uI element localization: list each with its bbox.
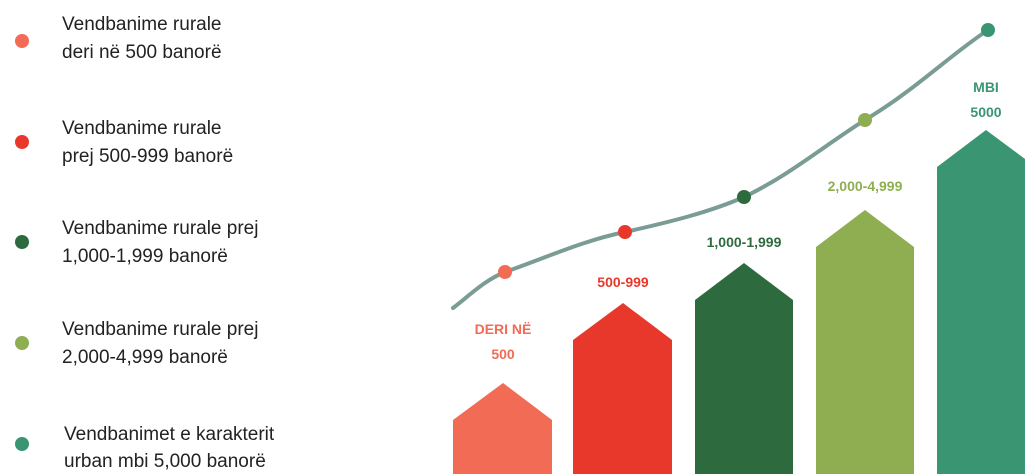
legend-dot (15, 235, 29, 249)
curve-dot (981, 23, 995, 37)
arrow (937, 130, 1025, 474)
arrow (453, 383, 552, 474)
curve-dot (858, 113, 872, 127)
legend-text: Vendbanime rurale (62, 118, 222, 139)
curve-dot (737, 190, 751, 204)
legend-text: Vendbanime rurale (62, 14, 222, 35)
legend-text: urban mbi 5,000 banorë (64, 451, 266, 472)
column-label: 500 (491, 346, 515, 362)
legend-text: Vendbanimet e karakterit (64, 424, 275, 445)
legend-text: Vendbanime rurale prej (62, 319, 258, 340)
legend-dot (15, 437, 29, 451)
curve-dot (498, 265, 512, 279)
legend-dot (15, 336, 29, 350)
arrow (695, 263, 793, 474)
column-label: MBI (973, 79, 999, 95)
column-label: 2,000-4,999 (828, 178, 903, 194)
legend: Vendbanime rurale deri në 500 banorë Ven… (15, 14, 275, 472)
legend-dot (15, 34, 29, 48)
column-label: DERI NË (475, 321, 532, 337)
column-label: 5000 (970, 104, 1001, 120)
column-label: 1,000-1,999 (707, 234, 782, 250)
legend-text: 1,000-1,999 banorë (62, 246, 228, 267)
legend-text: Vendbanime rurale prej (62, 218, 258, 239)
legend-text: 2,000-4,999 banorë (62, 347, 228, 368)
legend-text: prej 500-999 banorë (62, 146, 233, 167)
curve-dot (618, 225, 632, 239)
column-label: 500-999 (597, 274, 649, 290)
arrow (573, 303, 672, 474)
arrow (816, 210, 914, 474)
legend-text: deri në 500 banorë (62, 42, 222, 63)
arrows (453, 130, 1025, 474)
legend-dot (15, 135, 29, 149)
